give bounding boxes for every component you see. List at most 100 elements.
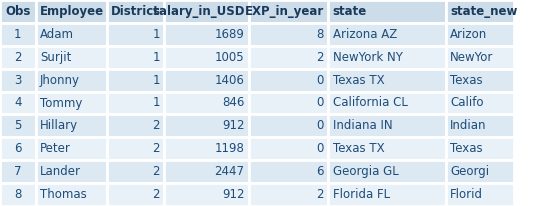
- Bar: [36, 0, 107, 23]
- Text: 2: 2: [152, 142, 160, 155]
- Text: 0: 0: [317, 119, 324, 132]
- Text: 8: 8: [14, 188, 21, 201]
- Bar: [328, 115, 446, 137]
- Text: Jhonny: Jhonny: [40, 74, 80, 87]
- Bar: [0, 160, 36, 183]
- Text: Florida FL: Florida FL: [333, 188, 389, 201]
- Text: 0: 0: [317, 96, 324, 110]
- Bar: [0, 69, 36, 91]
- Bar: [446, 69, 514, 91]
- Text: 912: 912: [222, 119, 245, 132]
- Bar: [107, 183, 164, 206]
- Bar: [164, 69, 249, 91]
- Text: 7: 7: [14, 165, 21, 178]
- Text: 8: 8: [317, 28, 324, 41]
- Text: Texas TX: Texas TX: [333, 142, 384, 155]
- Text: Thomas: Thomas: [40, 188, 86, 201]
- Bar: [446, 160, 514, 183]
- Bar: [164, 0, 249, 23]
- Text: Texas: Texas: [450, 142, 483, 155]
- Bar: [249, 69, 328, 91]
- Bar: [164, 23, 249, 46]
- Bar: [36, 46, 107, 69]
- Text: District: District: [111, 5, 160, 18]
- Bar: [36, 183, 107, 206]
- Text: 3: 3: [14, 74, 21, 87]
- Bar: [164, 137, 249, 160]
- Bar: [0, 23, 36, 46]
- Text: 0: 0: [317, 142, 324, 155]
- Bar: [0, 91, 36, 115]
- Bar: [164, 91, 249, 115]
- Bar: [328, 46, 446, 69]
- Text: 1: 1: [152, 28, 160, 41]
- Bar: [107, 91, 164, 115]
- Bar: [328, 183, 446, 206]
- Bar: [36, 23, 107, 46]
- Bar: [107, 137, 164, 160]
- Text: Obs: Obs: [5, 5, 31, 18]
- Bar: [446, 137, 514, 160]
- Text: 1: 1: [152, 74, 160, 87]
- Text: Texas: Texas: [450, 74, 483, 87]
- Text: Tommy: Tommy: [40, 96, 82, 110]
- Bar: [107, 69, 164, 91]
- Bar: [249, 160, 328, 183]
- Text: Adam: Adam: [40, 28, 74, 41]
- Bar: [107, 23, 164, 46]
- Text: 1406: 1406: [214, 74, 245, 87]
- Text: Georgia GL: Georgia GL: [333, 165, 398, 178]
- Text: state: state: [333, 5, 367, 18]
- Text: NewYork NY: NewYork NY: [333, 51, 403, 64]
- Bar: [446, 91, 514, 115]
- Bar: [249, 183, 328, 206]
- Text: Texas TX: Texas TX: [333, 74, 384, 87]
- Text: California CL: California CL: [333, 96, 408, 110]
- Text: Peter: Peter: [40, 142, 71, 155]
- Bar: [249, 137, 328, 160]
- Bar: [249, 91, 328, 115]
- Bar: [0, 46, 36, 69]
- Bar: [328, 160, 446, 183]
- Text: 2447: 2447: [214, 165, 245, 178]
- Text: 2: 2: [152, 165, 160, 178]
- Text: 1689: 1689: [214, 28, 245, 41]
- Bar: [164, 183, 249, 206]
- Text: Lander: Lander: [40, 165, 81, 178]
- Text: Indiana IN: Indiana IN: [333, 119, 392, 132]
- Bar: [328, 91, 446, 115]
- Bar: [36, 115, 107, 137]
- Text: state_new: state_new: [450, 5, 517, 18]
- Bar: [328, 0, 446, 23]
- Bar: [328, 23, 446, 46]
- Bar: [0, 0, 36, 23]
- Text: 2: 2: [152, 119, 160, 132]
- Bar: [446, 115, 514, 137]
- Text: Surjit: Surjit: [40, 51, 71, 64]
- Text: 0: 0: [317, 74, 324, 87]
- Bar: [328, 69, 446, 91]
- Text: Hillary: Hillary: [40, 119, 78, 132]
- Bar: [249, 23, 328, 46]
- Bar: [0, 137, 36, 160]
- Text: EXP_in_year: EXP_in_year: [245, 5, 324, 18]
- Bar: [36, 91, 107, 115]
- Text: Employee: Employee: [40, 5, 104, 18]
- Bar: [446, 46, 514, 69]
- Text: 2: 2: [152, 188, 160, 201]
- Bar: [107, 160, 164, 183]
- Bar: [446, 183, 514, 206]
- Text: 1: 1: [152, 51, 160, 64]
- Bar: [249, 115, 328, 137]
- Text: 5: 5: [14, 119, 21, 132]
- Text: 912: 912: [222, 188, 245, 201]
- Text: 6: 6: [14, 142, 21, 155]
- Text: 2: 2: [14, 51, 21, 64]
- Text: salary_in_USD: salary_in_USD: [152, 5, 245, 18]
- Text: Florid: Florid: [450, 188, 483, 201]
- Text: 4: 4: [14, 96, 21, 110]
- Text: NewYor: NewYor: [450, 51, 493, 64]
- Text: Califo: Califo: [450, 96, 484, 110]
- Bar: [107, 0, 164, 23]
- Text: 1: 1: [14, 28, 21, 41]
